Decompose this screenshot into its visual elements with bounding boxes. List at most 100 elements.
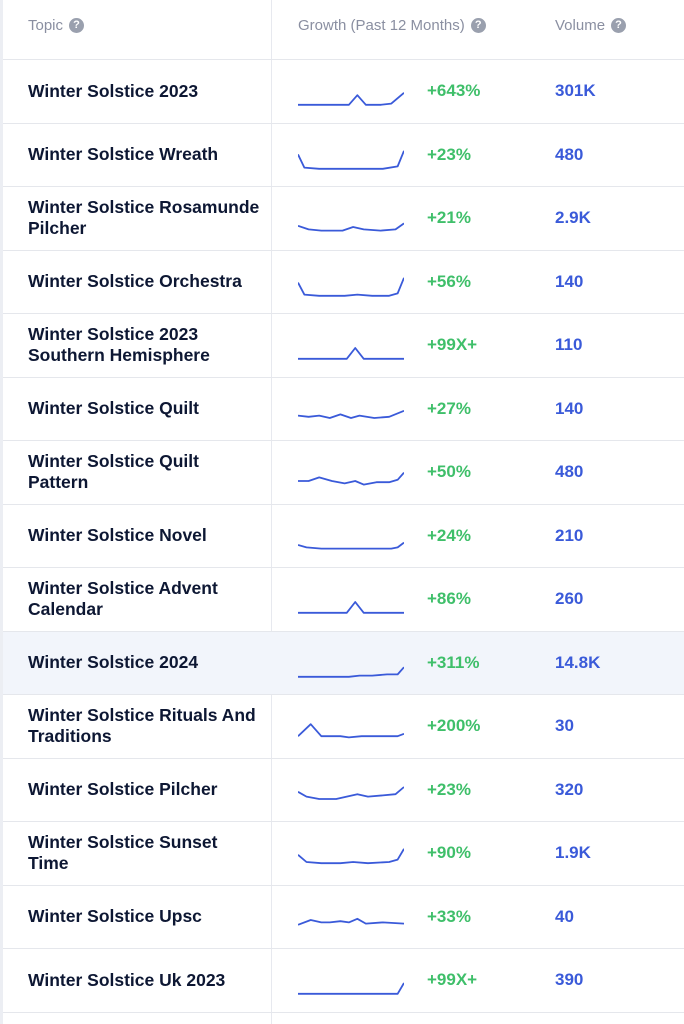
volume-value: 140 xyxy=(555,398,584,418)
growth-sparkline xyxy=(298,140,404,176)
volume-value: 480 xyxy=(555,144,584,164)
table-row[interactable]: Winter Solstice Uk 2023 +99X+ 390 xyxy=(3,949,684,1013)
growth-sparkline xyxy=(298,521,404,557)
volume-header-label: Volume xyxy=(555,16,606,34)
topic-link[interactable]: Winter Solstice Upsc xyxy=(28,906,202,927)
growth-header-label: Growth (Past 12 Months) xyxy=(298,16,465,34)
topic-link[interactable]: Winter Solstice Quilt Pattern xyxy=(28,451,199,493)
table-row[interactable]: Winter Solstice Rosamunde Pilcher +21% 2.9… xyxy=(3,187,684,251)
sparkline-path xyxy=(298,223,404,230)
table-row[interactable]: Winter Solstice Pilcher +23% 320 xyxy=(3,759,684,822)
growth-value: +33% xyxy=(427,906,471,926)
growth-value: +99X+ xyxy=(427,335,478,355)
growth-value: +643% xyxy=(427,81,481,101)
sparkline-path xyxy=(298,918,404,924)
sparkline-path xyxy=(298,410,404,417)
topic-link[interactable]: Winter Solstice 2023 xyxy=(28,80,199,101)
help-icon[interactable]: ? xyxy=(69,17,85,33)
growth-sparkline xyxy=(298,648,404,684)
topic-link[interactable]: Winter Solstice Advent Calendar xyxy=(28,578,218,620)
sparkline-path xyxy=(298,93,404,105)
table-row[interactable]: Winter Solstice 2023 Southern Hemisphere… xyxy=(3,314,684,378)
volume-value: 301K xyxy=(555,81,596,101)
growth-value: +23% xyxy=(427,779,471,799)
table-row[interactable]: Winter Solstice Novel +24% 210 xyxy=(3,505,684,568)
sparkline-path xyxy=(298,542,404,548)
sparkline-path xyxy=(298,348,404,359)
topic-link[interactable]: Winter Solstice 2024 xyxy=(28,652,199,673)
growth-value: +56% xyxy=(427,271,471,291)
volume-value: 210 xyxy=(555,525,584,545)
topic-link[interactable]: Winter Solstice Rituals And Traditions xyxy=(28,705,256,747)
volume-value: 260 xyxy=(555,589,584,609)
growth-sparkline xyxy=(298,711,404,747)
topic-link[interactable]: Winter Solstice Quilt xyxy=(28,398,199,419)
growth-sparkline xyxy=(298,394,404,430)
sparkline-path xyxy=(298,787,404,799)
growth-sparkline xyxy=(298,76,404,112)
growth-sparkline xyxy=(298,267,404,303)
growth-sparkline xyxy=(298,838,404,874)
growth-sparkline xyxy=(298,584,404,620)
growth-column-header: Growth (Past 12 Months) ? xyxy=(298,0,486,50)
table-row[interactable]: Winter Solstice Quilt +27% 140 xyxy=(3,378,684,441)
growth-value: +21% xyxy=(427,208,471,228)
topic-link[interactable]: Winter Solstice Orchestra xyxy=(28,271,242,292)
sparkline-path xyxy=(298,849,404,863)
topic-link[interactable]: Winter Solstice Pilcher xyxy=(28,779,218,800)
table-row[interactable]: Winter Solstice Orchestra +56% 140 xyxy=(3,251,684,314)
growth-value: +90% xyxy=(427,843,471,863)
table-row[interactable]: Winter Solstice 2023 +643% 301K xyxy=(3,60,684,124)
growth-sparkline xyxy=(298,203,404,239)
table-row[interactable]: Winter Solstice Wreath +23% 480 xyxy=(3,124,684,187)
table-row[interactable]: Winter Solstice Advent Calendar +86% 260 xyxy=(3,568,684,632)
growth-sparkline xyxy=(298,965,404,1001)
volume-value: 320 xyxy=(555,779,584,799)
table-row[interactable]: Winter Solstice Quilt Pattern +50% 480 xyxy=(3,441,684,505)
topic-link[interactable]: Winter Solstice Uk 2023 xyxy=(28,969,226,990)
growth-value: +27% xyxy=(427,398,471,418)
growth-value: +23% xyxy=(427,144,471,164)
growth-value: +99X+ xyxy=(427,970,478,990)
table-row[interactable]: Winter Solstice Upsc +33% 40 xyxy=(3,886,684,949)
volume-value: 2.9K xyxy=(555,208,591,228)
sparkline-path xyxy=(298,277,404,295)
volume-value: 110 xyxy=(555,335,583,355)
topic-link[interactable]: Winter Solstice Sunset Time xyxy=(28,832,218,874)
topic-link[interactable]: Winter Solstice 2023 Southern Hemisphere xyxy=(28,324,210,366)
help-icon[interactable]: ? xyxy=(611,17,627,33)
growth-value: +311% xyxy=(427,652,480,672)
growth-value: +200% xyxy=(427,716,481,736)
help-icon[interactable]: ? xyxy=(470,17,486,33)
growth-sparkline xyxy=(298,457,404,493)
volume-value: 40 xyxy=(555,906,574,926)
sparkline-path xyxy=(298,667,404,677)
sparkline-path xyxy=(298,983,404,994)
sparkline-path xyxy=(298,602,404,613)
table-row[interactable]: Winter Solstice Sunset Time +90% 1.9K xyxy=(3,822,684,886)
topic-column-header: Topic ? xyxy=(28,0,85,50)
growth-sparkline xyxy=(298,902,404,938)
table-header: Topic ? Growth (Past 12 Months) ? Volume… xyxy=(3,0,684,60)
growth-sparkline xyxy=(298,330,404,366)
topic-link[interactable]: Winter Solstice Wreath xyxy=(28,144,219,165)
growth-value: +50% xyxy=(427,462,471,482)
sparkline-path xyxy=(298,724,404,737)
topic-link[interactable]: Winter Solstice Novel xyxy=(28,525,207,546)
volume-value: 1.9K xyxy=(555,843,591,863)
table-row[interactable]: Winter Solstice Rituals And Traditions +2… xyxy=(3,695,684,759)
volume-value: 14.8K xyxy=(555,652,601,672)
growth-sparkline xyxy=(298,775,404,811)
growth-value: +24% xyxy=(427,525,471,545)
volume-value: 390 xyxy=(555,970,584,990)
volume-column-header: Volume ? xyxy=(555,0,627,50)
column-divider xyxy=(271,0,272,1024)
volume-value: 480 xyxy=(555,462,584,482)
sparkline-path xyxy=(298,473,404,485)
sparkline-path xyxy=(298,150,404,168)
volume-value: 140 xyxy=(555,271,584,291)
topic-link[interactable]: Winter Solstice Rosamunde Pilcher xyxy=(28,197,260,239)
table-row[interactable]: Winter Solstice 2024 +311% 14.8K xyxy=(3,631,684,695)
topic-header-label: Topic xyxy=(28,16,64,34)
